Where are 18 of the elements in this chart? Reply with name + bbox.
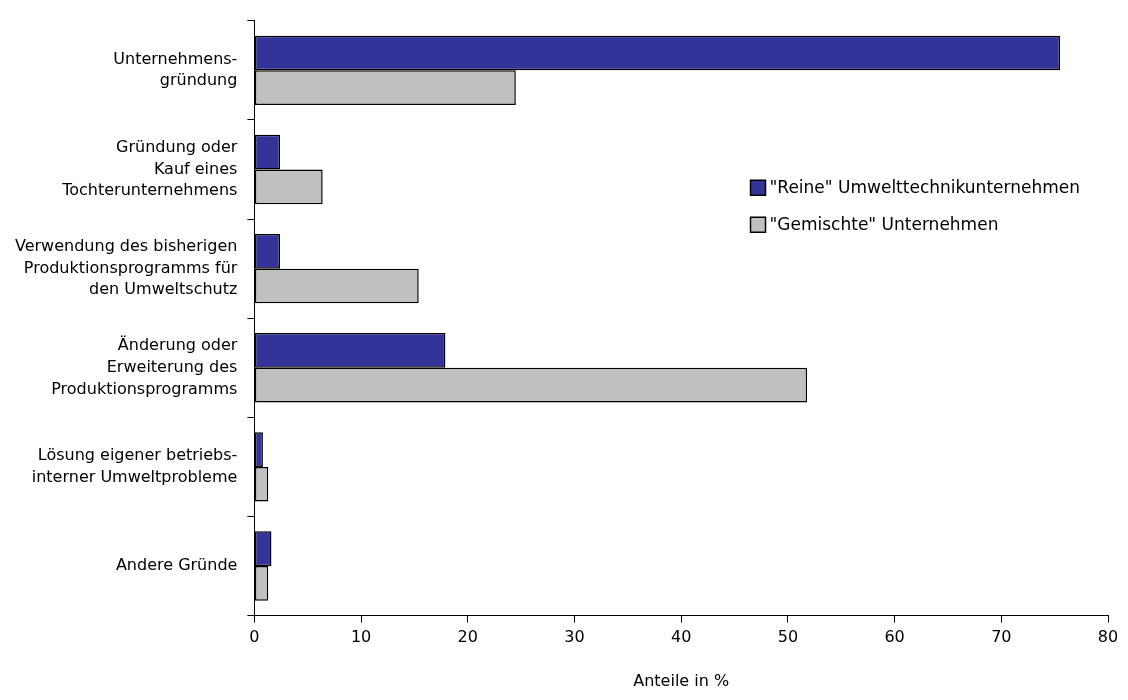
x-tick-label: 40 — [671, 627, 692, 647]
x-tick-label: 80 — [1097, 627, 1119, 647]
x-tick-label: 10 — [350, 627, 372, 647]
y-tick-label: Lösung eigener betriebs- interner Umweltprobleme — [31, 445, 238, 486]
x-tick-label: 60 — [884, 627, 905, 647]
x-tick-label: 50 — [777, 627, 799, 647]
x-tick-label: 20 — [457, 627, 478, 647]
x-tick-label: 30 — [564, 627, 585, 647]
x-tick-label: 0 — [249, 627, 260, 647]
y-tick-label: Änderung oder Erweiterung des Produktionsprogramms — [51, 335, 238, 398]
legend-label: "Gemischte" Unternehmen — [769, 213, 999, 234]
y-tick-label: Andere Gründe — [115, 555, 238, 575]
y-tick-label: Unternehmens- gründung — [113, 48, 238, 90]
x-tick-label: 70 — [991, 627, 1012, 647]
y-tick-label: Gründung oder Kauf eines Tochterunternehmens — [61, 137, 238, 200]
x-axis-title: Anteile in % — [633, 670, 730, 690]
legend-label: "Reine" Umwelttechnikunternehmen — [769, 176, 1081, 197]
y-tick-label: Verwendung des bisherigen Produktionsprogramms für den Umweltschutz — [14, 236, 238, 299]
